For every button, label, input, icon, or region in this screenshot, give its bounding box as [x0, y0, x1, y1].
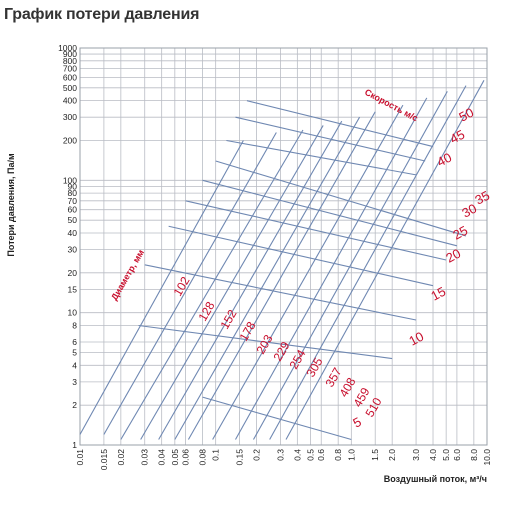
x-tick-label: 0.02	[116, 449, 126, 466]
tick-labels: 0.01 0.015 0.02 0.03 0.04 0.05 0.06 0.08 0.1 0.15…	[58, 43, 492, 470]
velocity-label-10: 10	[406, 329, 426, 349]
velocity-label-25: 25	[450, 223, 470, 243]
velocity-line-10	[138, 324, 393, 360]
diameter-line-229	[174, 116, 361, 440]
y-tick-label: 100	[63, 175, 77, 185]
x-tick-label: 0.03	[140, 449, 150, 466]
x-tick-label: 0.1	[211, 449, 221, 461]
velocity-line-40	[226, 139, 417, 176]
velocity-label-5: 5	[350, 414, 363, 431]
y-tick-label: 1	[72, 440, 77, 450]
diameter-label-128: 128	[195, 299, 217, 324]
y-tick-label: 2	[72, 400, 77, 410]
plot-frame	[79, 47, 488, 446]
y-tick-label: 400	[63, 96, 77, 106]
x-tick-label: 0.04	[157, 449, 167, 466]
diameter-line-128	[103, 132, 277, 435]
x-tick-label: 0.08	[198, 449, 208, 466]
diameter-line-254	[187, 111, 376, 440]
velocity-line-5	[202, 396, 352, 441]
x-tick-label: 5.0	[441, 449, 451, 461]
y-tick-label: 700	[63, 63, 77, 73]
y-tick-label: 90	[68, 181, 78, 191]
y-tick-label: 40	[68, 228, 78, 238]
velocity-label-45: 45	[447, 127, 467, 147]
velocity-label-30: 30	[459, 201, 479, 221]
x-tick-label: 0.01	[75, 449, 85, 466]
diameter-line-408	[253, 91, 448, 440]
y-tick-label: 50	[68, 215, 78, 225]
y-tick-label: 80	[68, 188, 78, 198]
x-tick-label: 8.0	[469, 449, 479, 461]
x-tick-label: 2.0	[387, 449, 397, 461]
velocity-label-50: 50	[456, 105, 476, 125]
y-tick-label: 800	[63, 56, 77, 66]
x-tick-label: 0.5	[305, 449, 315, 461]
y-tick-label: 3	[72, 377, 77, 387]
y-tick-label: 1000	[58, 43, 77, 53]
diameter-label-102: 102	[170, 274, 192, 299]
velocity-label-15: 15	[428, 284, 448, 304]
velocity-label-35: 35	[472, 188, 492, 208]
velocity-line-15	[144, 264, 417, 321]
series-lines	[79, 80, 485, 441]
x-tick-label: 10.0	[482, 449, 492, 466]
x-axis-title: Воздушный поток, м³/ч	[384, 474, 487, 484]
x-tick-label: 1.0	[346, 449, 356, 461]
y-tick-label: 15	[68, 284, 78, 294]
y-tick-label: 600	[63, 72, 77, 82]
diameter-line-357	[235, 97, 428, 440]
y-tick-label: 900	[63, 49, 77, 59]
x-tick-label: 0.015	[99, 449, 109, 471]
velocity-line-35	[215, 160, 467, 237]
y-tick-label: 4	[72, 360, 77, 370]
x-tick-label: 0.05	[170, 449, 180, 466]
x-tick-label: 4.0	[428, 449, 438, 461]
y-tick-label: 300	[63, 112, 77, 122]
x-tick-label: 0.8	[333, 449, 343, 461]
grid	[79, 47, 488, 446]
y-tick-label: 5	[72, 348, 77, 358]
y-tick-label: 6	[72, 337, 77, 347]
velocity-line-20	[168, 225, 434, 287]
diameter-label: Диаметр, мм	[109, 248, 146, 302]
y-tick-label: 500	[63, 83, 77, 93]
x-tick-label: 6.0	[452, 449, 462, 461]
x-tick-label: 0.15	[235, 449, 245, 466]
x-tick-label: 0.3	[275, 449, 285, 461]
y-tick-label: 10	[68, 308, 78, 318]
chart-title: График потери давления	[4, 6, 200, 23]
y-tick-label: 20	[68, 268, 78, 278]
diameter-line-102	[79, 140, 244, 435]
y-tick-label: 60	[68, 205, 78, 215]
x-tick-label: 0.6	[316, 449, 326, 461]
velocity-label-20: 20	[443, 246, 463, 266]
velocity-label-40: 40	[434, 150, 454, 170]
y-tick-label: 70	[68, 196, 78, 206]
y-tick-label: 30	[68, 245, 78, 255]
x-tick-label: 3.0	[411, 449, 421, 461]
y-tick-label: 200	[63, 135, 77, 145]
velocity-line-50	[246, 100, 434, 148]
velocity-line-45	[235, 116, 426, 162]
y-tick-label: 8	[72, 320, 77, 330]
y-axis-title: Потери давления, Па/м	[6, 153, 16, 257]
diameter-line-305	[212, 104, 404, 440]
diameter-line-510	[285, 80, 485, 440]
diameter-label-152: 152	[217, 307, 239, 332]
x-tick-label: 0.06	[181, 449, 191, 466]
velocity-line-25	[185, 200, 447, 261]
velocity-line-30	[202, 179, 458, 247]
diameter-line-203	[158, 120, 343, 440]
x-tick-label: 0.4	[292, 449, 302, 461]
x-tick-label: 0.2	[252, 449, 262, 461]
diameter-line-152	[120, 129, 304, 440]
diameter-label-305: 305	[303, 355, 325, 380]
diameter-line-459	[269, 85, 467, 440]
x-tick-label: 1.5	[370, 449, 380, 461]
